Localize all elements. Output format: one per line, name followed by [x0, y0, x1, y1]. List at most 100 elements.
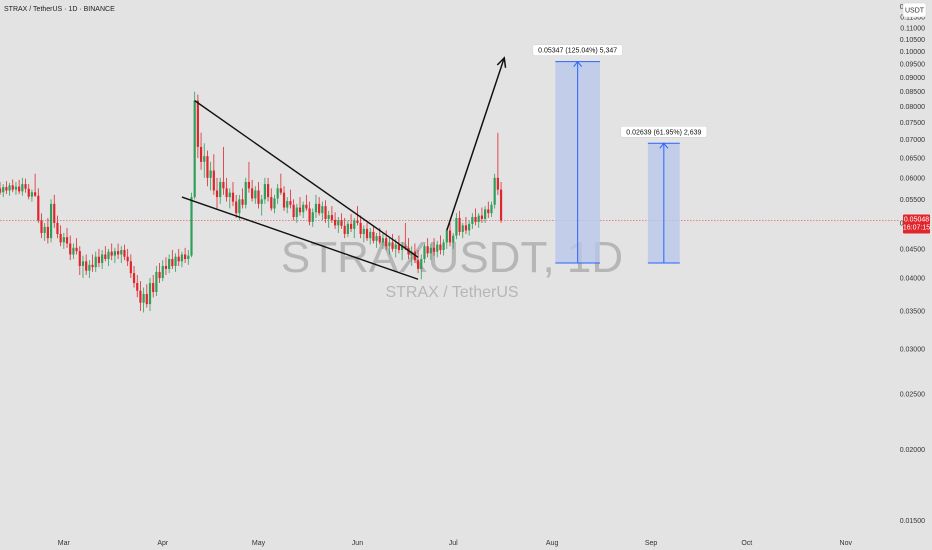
candle[interactable] — [177, 248, 180, 266]
candle[interactable] — [180, 251, 184, 268]
candle[interactable] — [126, 248, 129, 266]
candle[interactable] — [142, 287, 145, 313]
candle[interactable] — [270, 188, 273, 211]
candle[interactable] — [416, 250, 420, 274]
candle[interactable] — [24, 178, 27, 193]
candle[interactable] — [5, 181, 8, 194]
candle[interactable] — [184, 247, 187, 264]
candle[interactable] — [27, 184, 30, 200]
candle[interactable] — [222, 146, 225, 195]
candle[interactable] — [129, 254, 132, 279]
candle[interactable] — [225, 177, 228, 202]
candle[interactable] — [65, 227, 69, 248]
candle[interactable] — [72, 243, 75, 260]
candle[interactable] — [493, 173, 496, 209]
candle[interactable] — [78, 246, 81, 275]
candle[interactable] — [480, 207, 484, 223]
candle[interactable] — [59, 225, 62, 247]
candle[interactable] — [0, 181, 2, 195]
candle[interactable] — [107, 248, 110, 266]
candle[interactable] — [365, 222, 369, 241]
candle[interactable] — [448, 222, 452, 247]
candle[interactable] — [101, 250, 104, 269]
candle[interactable] — [85, 254, 88, 275]
candle[interactable] — [155, 265, 158, 296]
candle[interactable] — [349, 214, 353, 232]
candle[interactable] — [69, 235, 72, 261]
candle[interactable] — [420, 254, 423, 280]
candle[interactable] — [132, 265, 136, 288]
candle[interactable] — [30, 189, 34, 202]
candle[interactable] — [388, 238, 391, 255]
candle[interactable] — [391, 234, 394, 252]
candle[interactable] — [340, 213, 343, 229]
candle[interactable] — [356, 206, 359, 226]
candle[interactable] — [14, 181, 18, 195]
candle[interactable] — [199, 132, 203, 170]
candle[interactable] — [458, 210, 461, 236]
candle[interactable] — [247, 161, 251, 193]
candle[interactable] — [302, 201, 305, 218]
candle[interactable] — [260, 194, 263, 216]
candle[interactable] — [75, 238, 78, 255]
candle[interactable] — [212, 154, 215, 195]
candle[interactable] — [362, 225, 365, 243]
candle[interactable] — [120, 246, 123, 264]
candle[interactable] — [2, 184, 5, 198]
candle[interactable] — [327, 210, 330, 228]
candle[interactable] — [37, 188, 40, 223]
candle[interactable] — [289, 189, 292, 209]
candle[interactable] — [496, 132, 499, 195]
candle[interactable] — [423, 243, 426, 264]
candle[interactable] — [145, 284, 148, 308]
candle[interactable] — [375, 232, 378, 248]
candle[interactable] — [490, 201, 493, 218]
candle[interactable] — [353, 217, 356, 239]
candle[interactable] — [46, 217, 49, 244]
candle[interactable] — [452, 232, 455, 249]
candle[interactable] — [62, 232, 65, 249]
candle[interactable] — [190, 192, 193, 258]
wedge-lower-trendline[interactable] — [181, 196, 419, 280]
candle[interactable] — [474, 208, 477, 226]
candle[interactable] — [251, 179, 254, 202]
candle[interactable] — [468, 220, 471, 236]
candle[interactable] — [254, 186, 257, 204]
candle[interactable] — [305, 194, 308, 211]
candle[interactable] — [97, 248, 101, 268]
candle[interactable] — [499, 181, 503, 223]
candle[interactable] — [43, 222, 46, 241]
candle[interactable] — [413, 243, 416, 264]
candle[interactable] — [228, 188, 231, 209]
candle[interactable] — [174, 253, 177, 272]
candle[interactable] — [273, 194, 276, 214]
candle[interactable] — [196, 94, 199, 159]
candle[interactable] — [8, 182, 11, 196]
candle[interactable] — [152, 274, 155, 298]
candle[interactable] — [21, 177, 24, 196]
candle[interactable] — [346, 220, 349, 238]
candle[interactable] — [404, 222, 407, 251]
candle[interactable] — [436, 240, 439, 258]
candle[interactable] — [279, 173, 282, 195]
candle[interactable] — [295, 203, 298, 223]
candle[interactable] — [215, 177, 219, 209]
candle[interactable] — [314, 194, 318, 218]
candle[interactable] — [116, 243, 120, 260]
candle[interactable] — [282, 186, 286, 211]
candle[interactable] — [292, 199, 295, 221]
candle[interactable] — [369, 227, 372, 245]
candle[interactable] — [139, 281, 142, 312]
candle[interactable] — [34, 173, 37, 198]
candle[interactable] — [53, 194, 56, 228]
candle[interactable] — [429, 243, 432, 261]
candle[interactable] — [168, 254, 171, 274]
candle[interactable] — [381, 232, 385, 249]
candle[interactable] — [385, 230, 388, 251]
candle[interactable] — [244, 177, 247, 209]
candle[interactable] — [219, 177, 222, 204]
candle[interactable] — [203, 143, 206, 178]
wedge-upper-trendline[interactable] — [194, 100, 419, 258]
candle[interactable] — [276, 184, 279, 204]
candle[interactable] — [263, 177, 266, 204]
